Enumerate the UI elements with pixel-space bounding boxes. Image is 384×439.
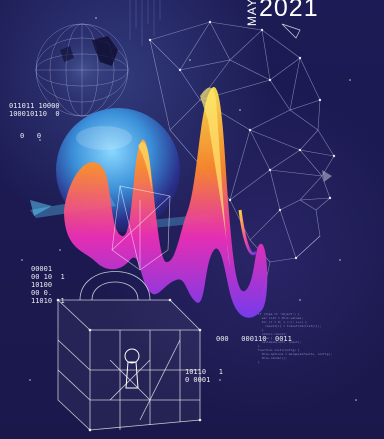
binary-block-3: 00001 00 10 1 10100 00 0. 11010 1 xyxy=(31,265,65,305)
code-line: callback(null, input); xyxy=(258,340,302,344)
globe-icon xyxy=(34,22,130,118)
code-snippet: if (type == 'object') { var list = this.… xyxy=(258,312,332,364)
year-label: 2021 xyxy=(259,0,319,22)
poster-title: MAY 2021 xyxy=(245,0,319,27)
code-line: var list = this.values; xyxy=(258,316,304,320)
padlock-icon xyxy=(57,271,201,431)
code-line: this.options = merge(defaults, config); xyxy=(258,352,333,356)
code-line: } xyxy=(258,360,260,364)
wireframe-shield xyxy=(111,185,171,271)
code-line: this.render(); xyxy=(258,356,287,360)
binary-block-5: 10110 1 0 0001 xyxy=(185,368,223,384)
code-line: for (i = 0; i < n; i++) { xyxy=(258,320,307,324)
network-nodes xyxy=(148,20,336,260)
binary-block-4: 000 000110 0011 xyxy=(216,335,292,343)
binary-block-1: 011011 10000 100010110 0 xyxy=(9,102,60,118)
month-label: MAY xyxy=(245,0,259,27)
code-line: } else { xyxy=(258,336,273,340)
sound-wave xyxy=(64,87,268,318)
code-line: } xyxy=(258,344,260,348)
code-line: result[i] = transform(list[i]); xyxy=(258,324,322,328)
code-line: return result; xyxy=(258,332,287,336)
binary-block-2: 0 0 xyxy=(20,132,42,140)
keyhole-icon xyxy=(124,348,140,389)
code-line: if (type == 'object') { xyxy=(258,312,300,316)
code-line: } xyxy=(258,328,264,332)
code-line: function init(config) { xyxy=(258,348,300,352)
